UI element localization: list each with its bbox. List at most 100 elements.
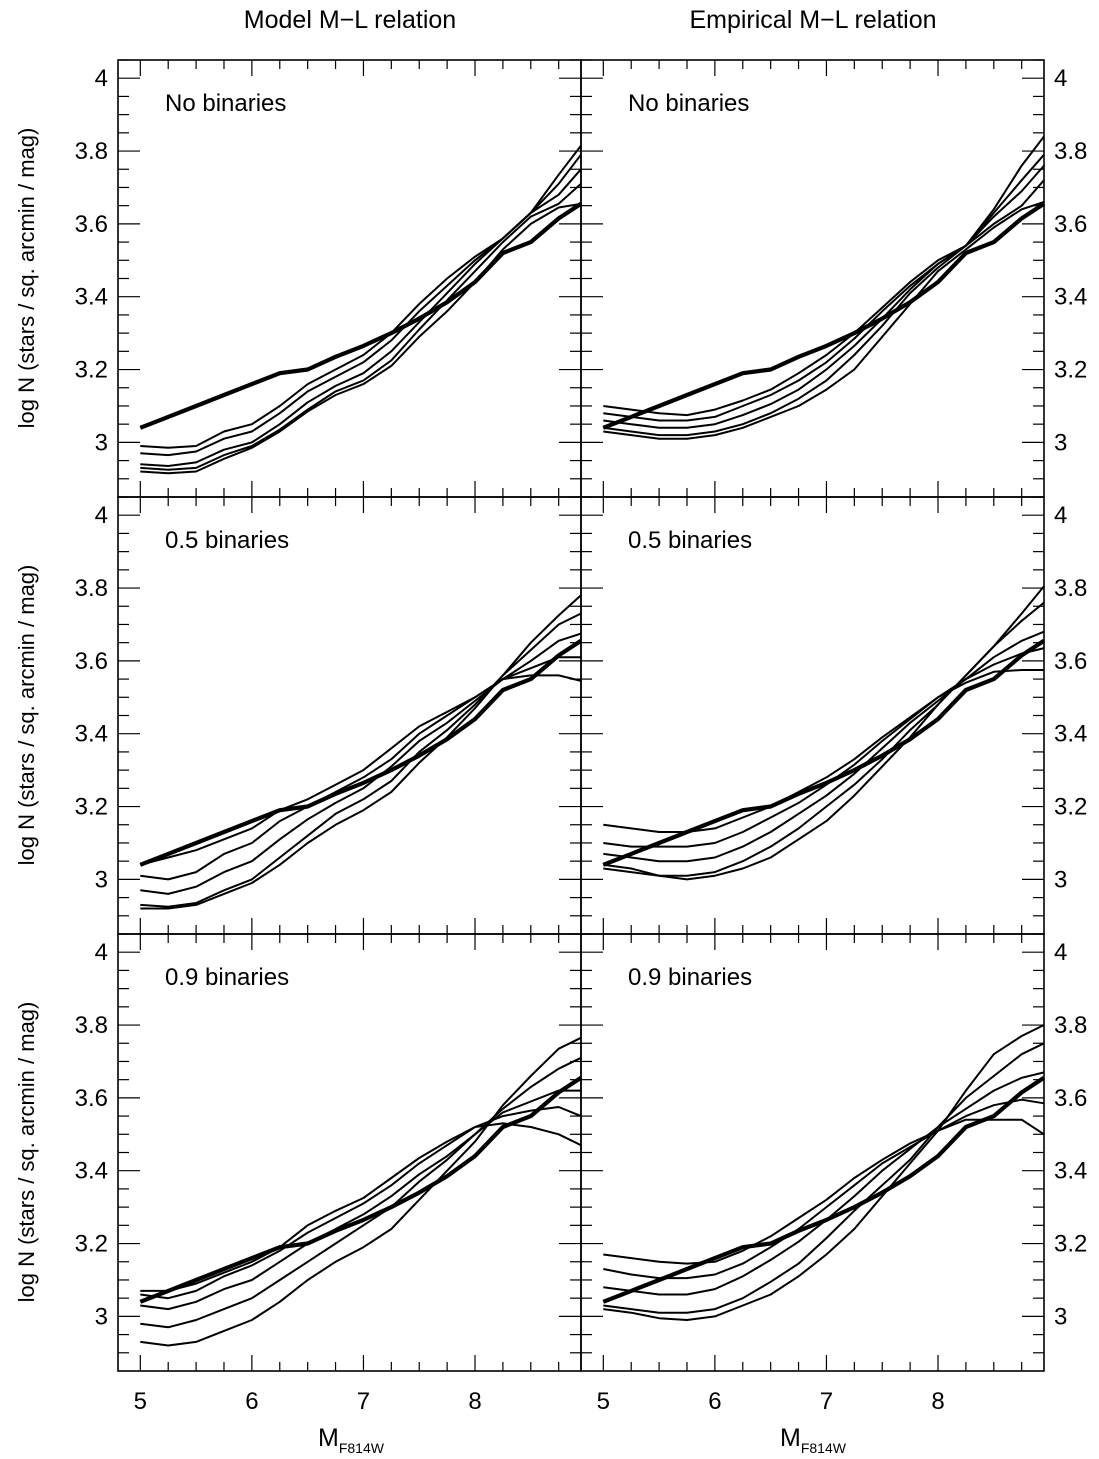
model-curve <box>603 630 1045 863</box>
y-tick-label: 4 <box>1054 939 1067 966</box>
y-tick-label: 3 <box>95 429 108 456</box>
y-tick-label: 3.4 <box>1054 1158 1087 1185</box>
y-tick-label: 3.8 <box>1054 575 1087 602</box>
model-curve <box>140 202 582 475</box>
x-tick-label: 8 <box>931 1388 944 1415</box>
model-curve <box>140 1089 581 1311</box>
x-tick-label: 7 <box>357 1388 370 1415</box>
model-curve <box>140 612 582 908</box>
model-curve <box>603 601 1045 877</box>
y-tick-label: 3.8 <box>75 138 108 165</box>
model-curve <box>140 154 582 457</box>
y-tick-label: 3 <box>95 866 108 893</box>
panel-label: 0.9 binaries <box>628 964 752 991</box>
column-title-model: Model M−L relation <box>244 6 456 34</box>
model-curve <box>140 1056 582 1329</box>
y-tick-label: 4 <box>95 939 108 966</box>
model-curve <box>603 1024 1045 1321</box>
y-tick-label: 3.8 <box>75 1012 108 1039</box>
x-tick-label: 6 <box>708 1388 721 1415</box>
y-tick-label: 3.4 <box>75 284 108 311</box>
y-tick-label: 4 <box>95 65 108 92</box>
panel: 3 3.2 3.4 3.6 3.8 4 0.5 binaries <box>75 496 583 935</box>
model-curve <box>603 669 1044 833</box>
y-tick-label: 3.8 <box>1054 1012 1087 1039</box>
y-tick-label: 3.2 <box>1054 794 1087 821</box>
y-tick-label: 4 <box>1054 65 1067 92</box>
x-axis-label-main: M <box>318 1424 339 1452</box>
y-tick-label: 3.2 <box>75 357 108 384</box>
panel-frame <box>117 59 582 498</box>
observed-curve <box>602 1076 1046 1304</box>
y-tick-label: 3.6 <box>75 1085 108 1112</box>
model-curve <box>140 168 582 467</box>
x-tick-label: 5 <box>134 1388 147 1415</box>
panel-label: No binaries <box>165 90 286 117</box>
observed-curve <box>139 639 583 867</box>
y-tick-label: 3.8 <box>75 575 108 602</box>
y-tick-label: 3.6 <box>75 648 108 675</box>
x-tick-label: 6 <box>245 1388 258 1415</box>
model-curve <box>603 1098 1045 1280</box>
y-tick-label: 3.6 <box>1054 1085 1087 1112</box>
panel-frame <box>580 496 1045 935</box>
x-axis-label-subscript: F814W <box>801 1440 847 1456</box>
y-axis-label-row-1: log N (stars / sq. arcmin / mag) <box>14 128 39 429</box>
y-axis-label-row-2: log N (stars / sq. arcmin / mag) <box>14 565 39 866</box>
column-title-empirical: Empirical M−L relation <box>689 6 936 34</box>
panel-label: 0.9 binaries <box>165 964 289 991</box>
x-tick-label: 5 <box>597 1388 610 1415</box>
panel: 3 3.2 3.4 3.6 3.8 4 0.5 binaries <box>580 496 1087 935</box>
model-curve <box>603 1042 1045 1314</box>
observed-curve <box>139 202 583 430</box>
y-tick-label: 3.2 <box>1054 1231 1087 1258</box>
y-tick-label: 3.6 <box>1054 211 1087 238</box>
model-curve <box>140 183 582 471</box>
panel-label: 0.5 binaries <box>628 527 752 554</box>
model-curve <box>140 674 582 866</box>
model-curve <box>140 1122 582 1292</box>
y-axis-label-row-3: log N (stars / sq. arcmin / mag) <box>14 1002 39 1303</box>
observed-curve <box>602 202 1046 430</box>
model-curve <box>603 179 1045 437</box>
y-tick-label: 3.6 <box>1054 648 1087 675</box>
model-curve <box>140 1036 582 1347</box>
model-curve <box>603 585 1045 881</box>
model-curve <box>603 1071 1045 1296</box>
y-tick-label: 3.2 <box>1054 357 1087 384</box>
y-tick-label: 3 <box>1054 866 1067 893</box>
panel: 3 3.2 3.4 3.6 3.8 4 5 6 7 8 0.9 binaries <box>580 933 1087 1415</box>
y-tick-label: 3.4 <box>75 1158 108 1185</box>
model-curve <box>603 201 1045 440</box>
y-tick-label: 4 <box>95 502 108 529</box>
panel-frame <box>580 59 1045 498</box>
panel-label: No binaries <box>628 90 749 117</box>
model-curve <box>140 1106 582 1300</box>
panel-frame <box>117 496 582 935</box>
model-curve <box>603 1118 1045 1265</box>
model-curve <box>603 154 1045 422</box>
panel-label: 0.5 binaries <box>165 527 289 554</box>
panel: 3 3.2 3.4 3.6 3.8 4 5 6 7 8 0.9 binaries <box>75 933 583 1415</box>
y-tick-label: 3.2 <box>75 1231 108 1258</box>
model-curve <box>603 164 1045 429</box>
observed-curve <box>139 1076 583 1304</box>
y-tick-label: 3.8 <box>1054 138 1087 165</box>
x-axis-label-right: MF814W <box>780 1424 847 1456</box>
panel-frame <box>117 933 582 1372</box>
y-tick-label: 3.2 <box>75 794 108 821</box>
model-curve <box>140 594 582 910</box>
panel: 3 3.2 3.4 3.6 3.8 4 No binaries <box>75 59 583 498</box>
model-curve <box>140 656 581 881</box>
x-axis-label-left: MF814W <box>318 1424 385 1456</box>
x-axis-label-subscript: F814W <box>339 1440 385 1456</box>
model-curve <box>140 632 582 895</box>
y-tick-label: 4 <box>1054 502 1067 529</box>
y-tick-label: 3.4 <box>1054 721 1087 748</box>
x-tick-label: 7 <box>820 1388 833 1415</box>
y-tick-label: 3 <box>95 1303 108 1330</box>
panels-container: 3 3.2 3.4 3.6 3.8 4 No binaries 3 3.2 3.4 3.6 3.8 4 N… <box>75 59 1087 1415</box>
panel-frame <box>580 933 1045 1372</box>
x-axis-label-main: M <box>780 1424 801 1452</box>
panel: 3 3.2 3.4 3.6 3.8 4 No binaries <box>580 59 1087 498</box>
